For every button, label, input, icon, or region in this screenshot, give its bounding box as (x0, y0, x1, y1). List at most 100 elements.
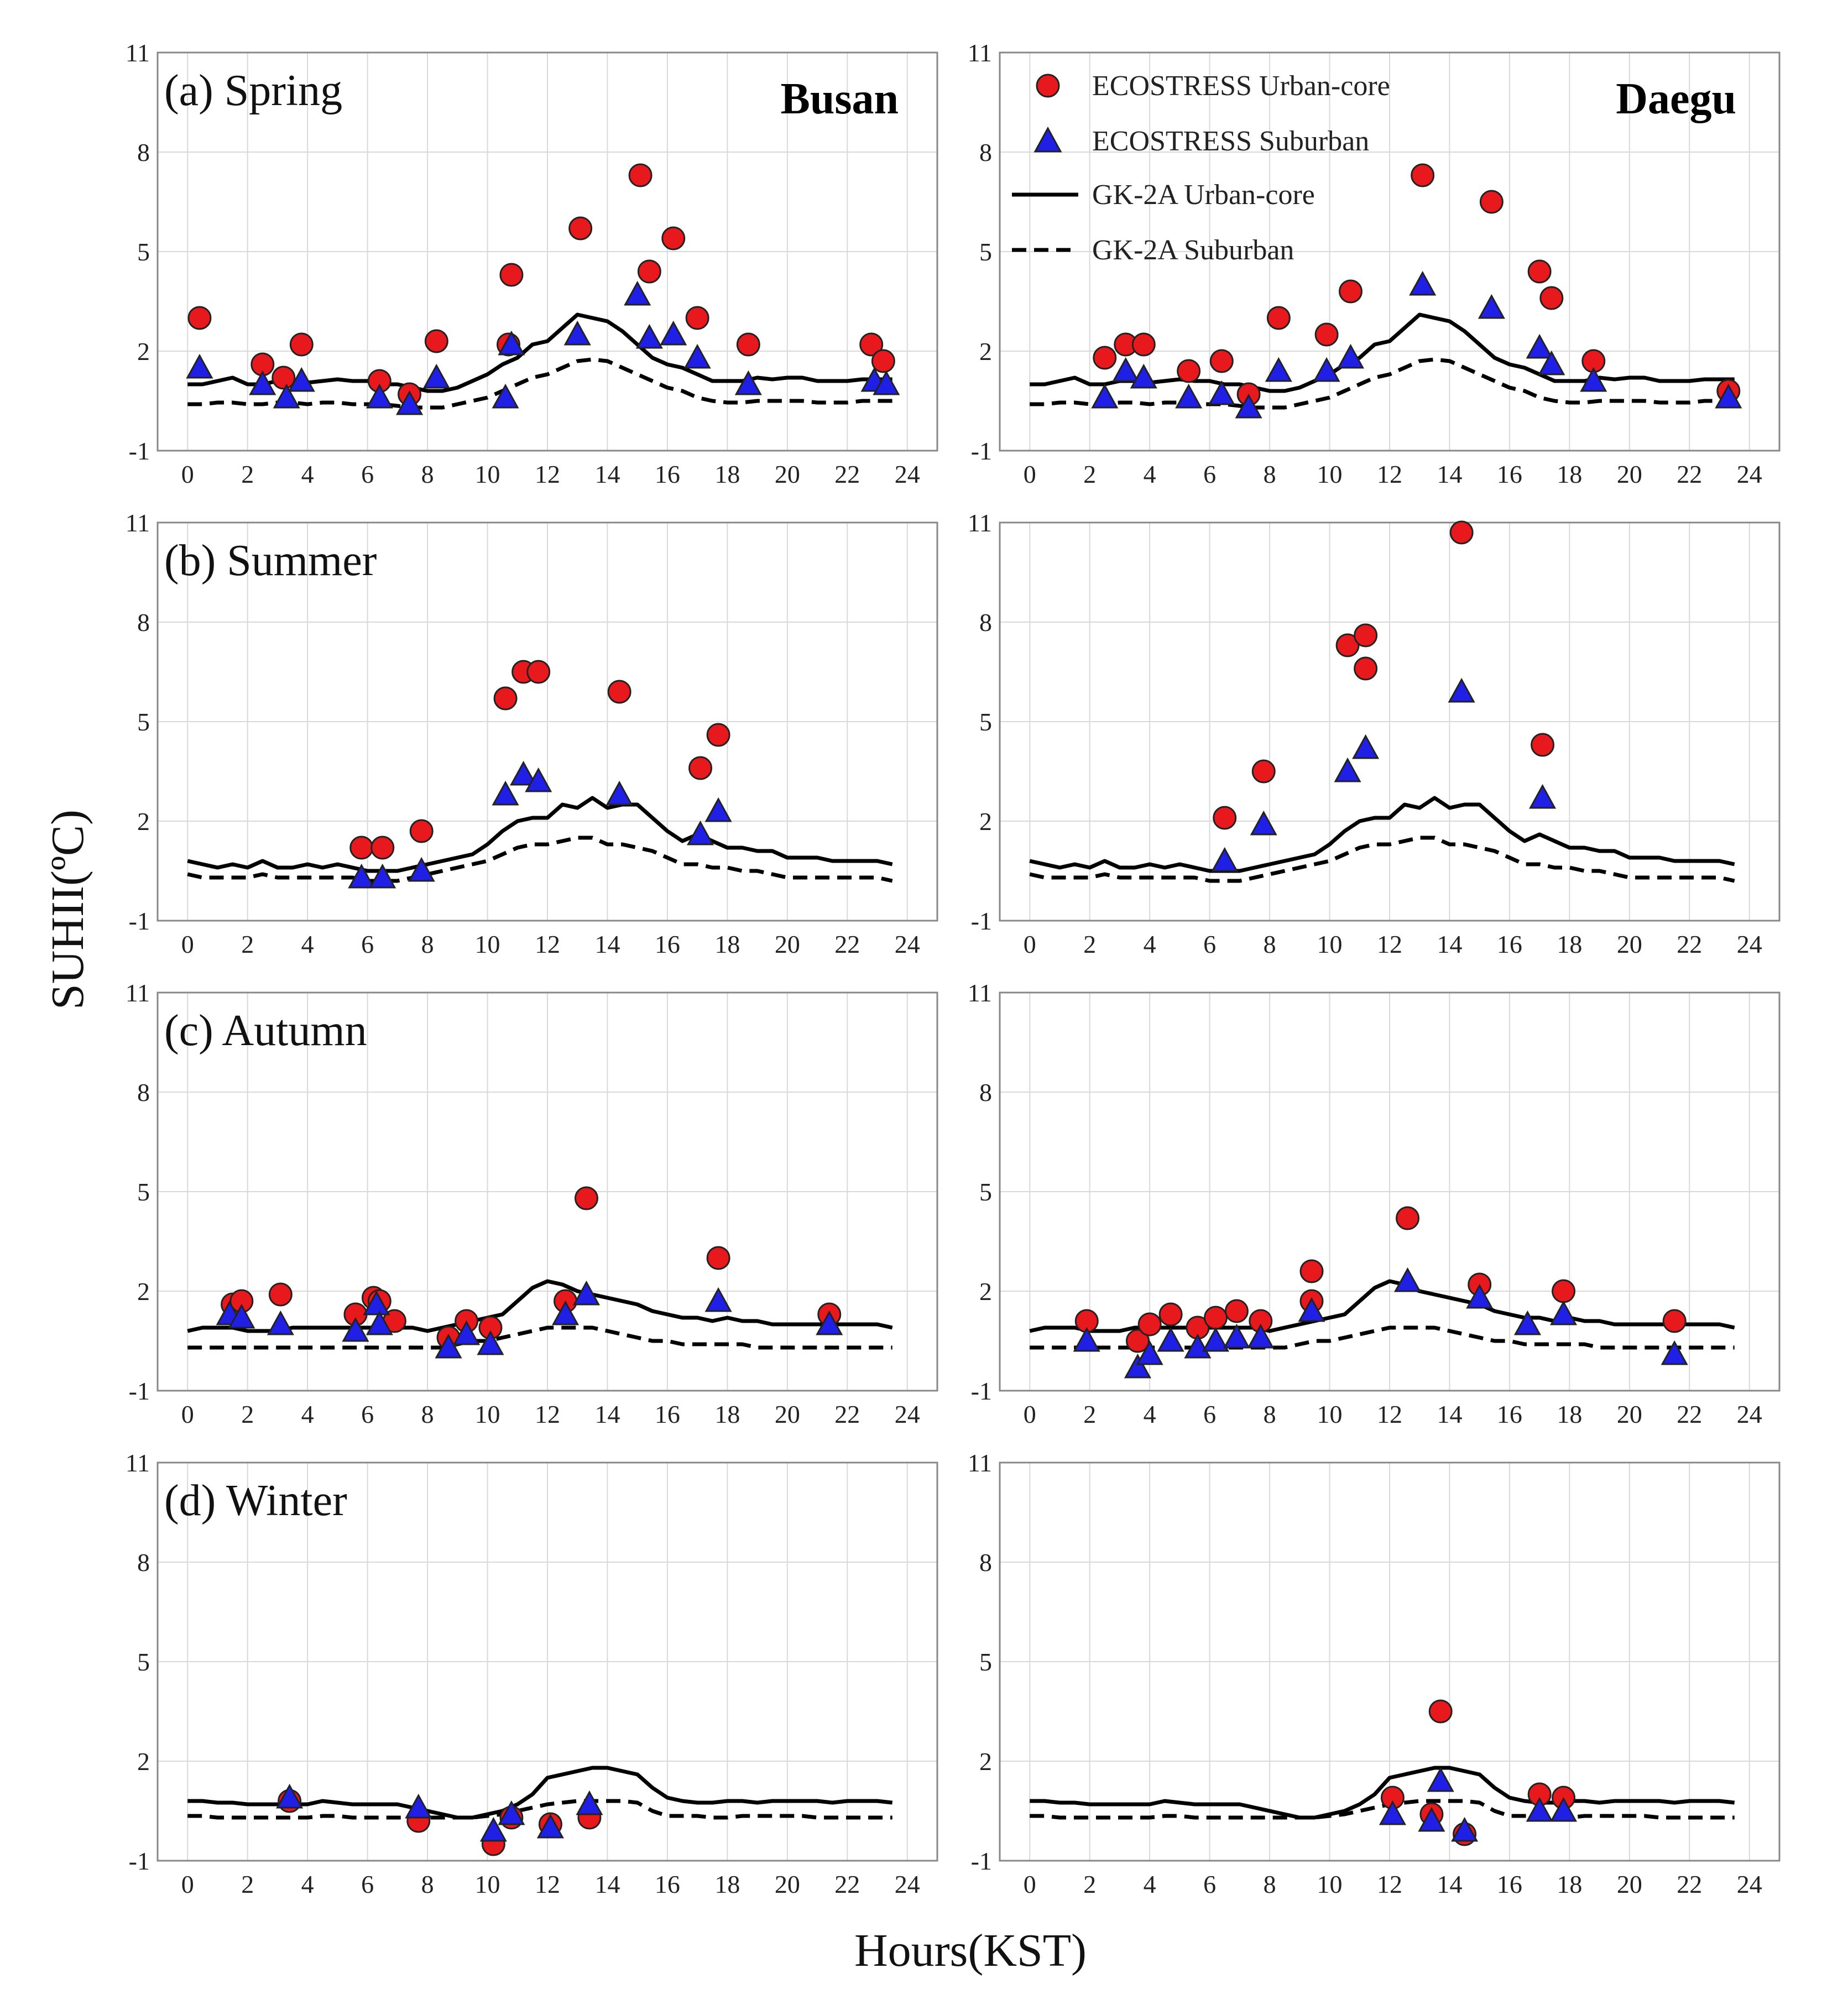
ecostress-suburban-point (1313, 357, 1340, 382)
ecostress-urban-point (349, 836, 374, 860)
x-tick-label: 0 (181, 1870, 194, 1898)
ecostress-suburban-point (1223, 1323, 1250, 1349)
x-tick-label: 10 (1317, 1400, 1343, 1428)
ecostress-urban-point (706, 723, 730, 747)
x-tick-label: 14 (594, 930, 620, 958)
ecostress-suburban-point (1337, 343, 1365, 369)
y-tick-label: 2 (979, 1277, 992, 1306)
x-tick-label: 4 (1144, 460, 1156, 488)
x-tick-label: 10 (1317, 930, 1343, 958)
ecostress-suburban-point (624, 280, 651, 306)
ecostress-suburban-point (1250, 810, 1277, 836)
y-tick-label: -1 (129, 1847, 150, 1875)
gk2a-urban-line (187, 1766, 893, 1820)
ecostress-suburban-point (635, 323, 663, 349)
ecostress-suburban-point (1157, 1327, 1184, 1352)
ecostress-suburban-point (479, 1816, 507, 1842)
season-label: (a) Spring (164, 66, 342, 115)
ecostress-urban-point (1552, 1279, 1576, 1303)
y-tick-label: -1 (129, 907, 150, 935)
ecostress-urban-point (1396, 1206, 1420, 1230)
ecostress-suburban-point (267, 1310, 294, 1335)
ecostress-suburban-point (572, 1280, 601, 1306)
ecostress-suburban-point (1466, 1283, 1494, 1309)
x-tick-label: 24 (895, 1870, 920, 1898)
city-label-busan: Busan (781, 75, 899, 123)
ecostress-suburban-point (1418, 1807, 1445, 1832)
x-tick-label: 14 (1437, 1400, 1462, 1428)
ecostress-urban-point (706, 1246, 730, 1270)
x-axis-title: Hours(KST) (854, 1925, 1087, 1976)
y-tick-label: 8 (137, 1548, 150, 1576)
y-tick-label: 5 (979, 1648, 992, 1676)
y-tick-label: 5 (137, 1178, 150, 1206)
ecostress-suburban-point (498, 330, 525, 356)
x-tick-label: 20 (1617, 460, 1642, 488)
y-tick-label: -1 (971, 1377, 992, 1405)
y-tick-label: 2 (979, 337, 992, 366)
y-tick-label: 8 (137, 608, 150, 636)
x-tick-label: 24 (1737, 1870, 1762, 1898)
ecostress-suburban-point (1175, 383, 1203, 409)
season-label: (d) Winter (164, 1476, 347, 1525)
ecostress-urban-point (1209, 349, 1234, 373)
ecostress-urban-point (1339, 279, 1362, 304)
ecostress-urban-point (289, 332, 314, 357)
y-tick-label: 8 (979, 1078, 992, 1106)
ecostress-suburban-point (1409, 270, 1437, 296)
ecostress-urban-point (859, 332, 884, 357)
ecostress-suburban-point (1091, 383, 1119, 409)
x-tick-label: 24 (895, 930, 920, 958)
y-tick-label: 2 (137, 1277, 150, 1306)
gk2a-suburban-line (1029, 836, 1735, 883)
ecostress-suburban-point (498, 1800, 525, 1825)
x-tick-label: 4 (1144, 1400, 1156, 1428)
y-tick-label: 5 (137, 708, 150, 736)
ecostress-suburban-point (1526, 333, 1553, 359)
ecostress-suburban-point (510, 760, 537, 786)
ecostress-urban-point (1224, 1299, 1249, 1323)
y-tick-label: 2 (137, 337, 150, 366)
x-tick-label: 18 (714, 460, 740, 488)
x-tick-label: 0 (181, 930, 194, 958)
x-tick-label: 16 (655, 1400, 680, 1428)
y-tick-label: 8 (979, 138, 992, 166)
x-tick-label: 6 (1203, 930, 1216, 958)
ecostress-urban-point (1335, 633, 1360, 657)
ecostress-urban-point (1251, 759, 1276, 784)
plot-frame (156, 1461, 938, 1862)
ecostress-suburban-point (683, 343, 711, 369)
ecostress-urban-point (575, 1186, 598, 1210)
ecostress-suburban-point (576, 1790, 603, 1815)
x-tick-label: 22 (834, 930, 860, 958)
gk2a-suburban-line (1030, 357, 1735, 410)
gk2a-urban-line (187, 1279, 893, 1333)
ecostress-suburban-point (525, 767, 552, 792)
y-tick-label: -1 (129, 437, 150, 465)
plot-frame (999, 521, 1781, 922)
x-tick-label: 20 (1617, 930, 1642, 958)
ecostress-suburban-point (422, 363, 450, 389)
y-tick-label: 2 (137, 1747, 150, 1776)
ecostress-urban-point (1137, 1312, 1162, 1337)
x-tick-label: 2 (1083, 460, 1096, 488)
y-tick-label: 2 (979, 807, 992, 836)
ecostress-suburban-point (563, 320, 591, 346)
ecostress-suburban-point (363, 1290, 390, 1315)
x-tick-label: 22 (1677, 460, 1702, 488)
x-tick-label: 0 (1024, 1400, 1036, 1428)
ecostress-suburban-point (1580, 367, 1607, 392)
x-tick-label: 18 (714, 1870, 740, 1898)
x-tick-label: 18 (1557, 930, 1582, 958)
ecostress-suburban-point (1334, 757, 1361, 782)
plot-frame (999, 991, 1781, 1392)
x-tick-label: 2 (1083, 930, 1096, 958)
ecostress-urban-point (409, 819, 434, 843)
ecostress-suburban-point (687, 820, 714, 845)
x-tick-label: 2 (241, 460, 254, 488)
ecostress-suburban-point (1529, 784, 1557, 809)
x-tick-label: 20 (775, 1870, 800, 1898)
x-tick-label: 18 (714, 930, 740, 958)
y-tick-label: 5 (979, 238, 992, 266)
